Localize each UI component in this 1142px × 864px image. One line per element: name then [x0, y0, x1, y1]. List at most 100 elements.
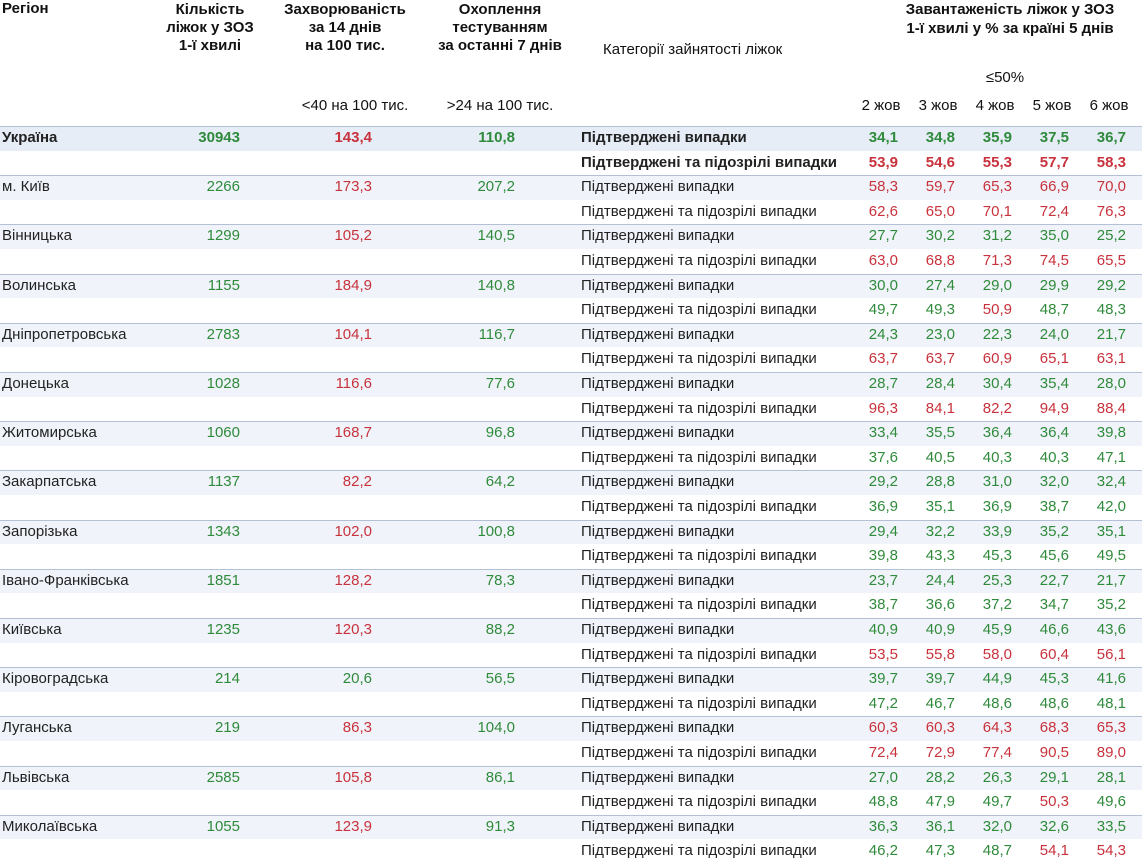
header-load: Завантаженість ліжок у ЗОЗ	[905, 1, 1115, 18]
beds-cell: 2266	[206, 178, 240, 196]
load-value: 36,1	[925, 817, 955, 835]
incidence-cell: 173,3	[334, 178, 372, 196]
load-value: 35,2	[1096, 596, 1126, 614]
testing-cell: 86,1	[485, 768, 515, 786]
day-label: 2 жов	[861, 97, 901, 114]
testing-cell: 96,8	[485, 424, 515, 442]
load-value: 32,6	[1039, 817, 1069, 835]
load-value: 58,3	[868, 178, 898, 196]
load-value: 30,0	[868, 276, 898, 294]
load-value: 55,3	[982, 153, 1012, 171]
testing-cell: 77,6	[485, 375, 515, 392]
region-name: Вінницька	[2, 227, 72, 245]
load-value: 36,4	[982, 424, 1012, 442]
load-value: 35,4	[1039, 375, 1069, 392]
load-value: 36,6	[925, 596, 955, 614]
load-value: 38,7	[868, 596, 898, 614]
row-separator	[0, 716, 1142, 718]
testing-cell: 88,2	[485, 621, 515, 638]
category-label: Підтверджені випадки	[581, 522, 735, 540]
row-separator	[0, 519, 1142, 521]
load-value: 84,1	[925, 399, 955, 417]
load-value: 48,6	[982, 694, 1012, 712]
category-label: Підтверджені та підозрілі випадки	[581, 498, 817, 515]
beds-cell: 1851	[206, 571, 240, 589]
category-label: Підтверджені та підозрілі випадки	[581, 301, 817, 319]
load-value: 90,5	[1039, 744, 1069, 761]
category-label: Підтверджені випадки	[581, 768, 735, 786]
testing-cell: 78,3	[485, 571, 515, 589]
load-value: 82,2	[982, 399, 1012, 417]
load-value: 44,9	[982, 670, 1012, 688]
load-value: 36,3	[868, 817, 898, 835]
incidence-cell: 120,3	[334, 621, 372, 638]
incidence-threshold: <40 на 100 тис.	[301, 97, 409, 114]
category-label: Підтверджені та підозрілі випадки	[581, 448, 817, 466]
region-name: Житомирська	[2, 424, 97, 442]
load-value: 77,4	[982, 744, 1012, 761]
category-label: Підтверджені та підозрілі випадки	[581, 793, 817, 811]
row-separator	[0, 273, 1142, 275]
load-value: 25,2	[1096, 227, 1126, 245]
load-value: 26,3	[982, 768, 1012, 786]
row-band	[0, 568, 1142, 594]
load-value: 28,8	[925, 473, 955, 491]
category-label: Підтверджені випадки	[581, 571, 735, 589]
load-value: 63,7	[868, 350, 898, 368]
load-value: 65,3	[982, 178, 1012, 196]
row-band	[0, 421, 1142, 446]
load-value: 70,1	[982, 202, 1012, 220]
load-value: 72,4	[1039, 202, 1069, 220]
category-label: Підтверджені випадки	[581, 276, 735, 294]
load-value: 33,9	[982, 522, 1012, 540]
category-label: Підтверджені та підозрілі випадки	[581, 153, 837, 171]
load-value: 31,0	[982, 473, 1012, 491]
load-value: 48,6	[1039, 694, 1069, 712]
row-separator	[0, 814, 1142, 816]
load-value: 28,4	[925, 375, 955, 392]
load-value: 46,7	[925, 694, 955, 712]
category-label: Підтверджені випадки	[581, 670, 735, 688]
load-value: 68,8	[925, 252, 955, 269]
load-value: 60,3	[925, 719, 955, 737]
load-value: 57,7	[1039, 153, 1069, 171]
load-value: 45,3	[982, 547, 1012, 565]
region-name: Волинська	[2, 276, 76, 294]
region-name: Луганська	[2, 719, 72, 737]
beds-cell: 1299	[206, 227, 240, 245]
load-value: 49,7	[868, 301, 898, 319]
load-value: 54,3	[1096, 842, 1126, 860]
load-value: 34,8	[925, 129, 955, 146]
load-value: 35,0	[1039, 227, 1069, 245]
load-value: 37,2	[982, 596, 1012, 614]
row-band	[0, 224, 1142, 249]
load-value: 32,4	[1096, 473, 1126, 491]
row-separator	[0, 224, 1142, 226]
load-value: 47,2	[868, 694, 898, 712]
load-value: 40,9	[868, 621, 898, 638]
category-label: Підтверджені та підозрілі випадки	[581, 694, 817, 712]
region-name: Дніпропетровська	[2, 325, 127, 343]
category-label: Підтверджені та підозрілі випадки	[581, 744, 817, 761]
region-name: Івано-Франківська	[2, 571, 129, 589]
load-value: 23,0	[925, 325, 955, 343]
load-value: 94,9	[1039, 399, 1069, 417]
load-value: 65,3	[1096, 719, 1126, 737]
testing-threshold: >24 на 100 тис.	[446, 97, 554, 114]
region-name: Кіровоградська	[2, 670, 109, 688]
incidence-cell: 86,3	[342, 719, 372, 737]
load-value: 29,0	[982, 276, 1012, 294]
load-value: 32,0	[1039, 473, 1069, 491]
row-band	[0, 716, 1142, 741]
load-value: 23,7	[868, 571, 898, 589]
load-threshold: ≤50%	[985, 69, 1025, 86]
load-value: 28,0	[1096, 375, 1126, 392]
load-value: 22,3	[982, 325, 1012, 343]
load-value: 21,7	[1096, 571, 1126, 589]
beds-cell: 214	[214, 670, 240, 688]
beds-cell: 219	[214, 719, 240, 737]
load-value: 47,9	[925, 793, 955, 811]
load-value: 22,7	[1039, 571, 1069, 589]
load-value: 46,6	[1039, 621, 1069, 638]
load-value: 29,1	[1039, 768, 1069, 786]
